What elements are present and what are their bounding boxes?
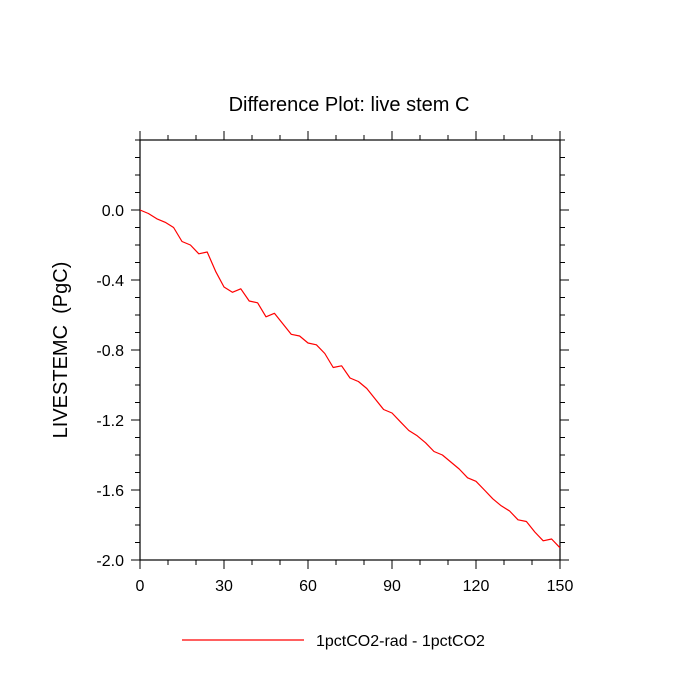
x-tick-label: 0 [136,578,145,595]
y-tick-label: 0.0 [102,203,124,220]
legend-label: 1pctCO2-rad - 1pctCO2 [316,633,485,650]
x-tick-label: 90 [383,578,401,595]
y-tick-label: -0.4 [96,273,124,290]
chart-title: Difference Plot: live stem C [229,94,470,116]
x-tick-label: 60 [299,578,317,595]
plot-area [131,131,569,569]
y-tick-label: -0.8 [96,343,124,360]
x-tick-labels: 0 30 60 90 120 150 [136,578,574,595]
y-tick-labels: 0.0 -0.4 -0.8 -1.2 -1.6 -2.0 [96,203,124,570]
legend: 1pctCO2-rad - 1pctCO2 [182,633,485,650]
x-tick-label: 150 [547,578,574,595]
y-tick-label: -2.0 [96,553,124,570]
plot-frame [139,139,561,561]
y-tick-label: -1.6 [96,483,124,500]
series-line [139,209,561,549]
x-tick-label: 120 [463,578,490,595]
y-axis-label: LIVESTEMC (PgC) [50,262,72,439]
ticks-layer [131,131,569,569]
y-tick-label: -1.2 [96,413,124,430]
series-layer [139,209,561,549]
x-tick-label: 30 [215,578,233,595]
